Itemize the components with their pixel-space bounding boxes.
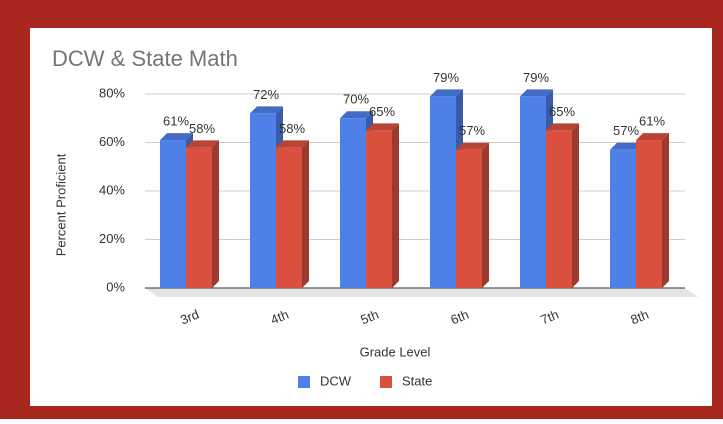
bar-top [340, 111, 373, 119]
bar [610, 149, 636, 288]
bar [430, 96, 456, 288]
bar-side [302, 140, 309, 288]
bar-top [160, 133, 193, 141]
y-tick-label: 80% [99, 85, 125, 100]
legend-label: State [402, 373, 432, 388]
x-axis-label: Grade Level [360, 344, 431, 359]
floor [145, 288, 698, 297]
bar [366, 130, 392, 288]
bar [546, 130, 572, 288]
bar-top [456, 142, 489, 150]
value-label: 70% [343, 92, 369, 107]
x-tick-label: 8th [628, 307, 650, 328]
bar [160, 140, 186, 288]
value-label: 65% [549, 104, 575, 119]
value-label: 61% [163, 114, 189, 129]
legend-label: DCW [320, 373, 352, 388]
bar-top [250, 106, 283, 114]
x-tick-label: 3rd [178, 307, 201, 328]
value-label: 57% [459, 123, 485, 138]
bar-top [520, 89, 553, 97]
y-axis-label: Percent Proficient [53, 153, 68, 256]
bar-side [392, 123, 399, 288]
bar [520, 96, 546, 288]
bar [636, 140, 662, 288]
bar-top [276, 140, 309, 148]
bar-side [482, 142, 489, 288]
bar-top [546, 123, 579, 131]
bar-side [212, 140, 219, 288]
bar-top [186, 140, 219, 148]
value-label: 61% [639, 114, 665, 129]
y-tick-label: 40% [99, 182, 125, 197]
legend-swatch [298, 376, 310, 388]
y-tick-label: 20% [99, 231, 125, 246]
value-label: 58% [189, 121, 215, 136]
y-tick-label: 60% [99, 134, 125, 149]
legend-swatch [380, 376, 392, 388]
x-tick-label: 7th [538, 307, 560, 328]
bar-top [366, 123, 399, 131]
value-label: 79% [433, 70, 459, 85]
bar-top [430, 89, 463, 97]
bar [456, 149, 482, 288]
value-label: 65% [369, 104, 395, 119]
chart-title: DCW & State Math [52, 46, 238, 71]
y-tick-label: 0% [106, 279, 125, 294]
bar [340, 118, 366, 288]
bar [276, 147, 302, 288]
bar [250, 113, 276, 289]
x-tick-label: 4th [268, 307, 290, 328]
bar [186, 147, 212, 288]
value-label: 79% [523, 70, 549, 85]
bar-side [662, 133, 669, 288]
value-label: 57% [613, 123, 639, 138]
value-label: 72% [253, 87, 279, 102]
bar-side [572, 123, 579, 288]
bar-top [610, 142, 643, 150]
x-tick-label: 5th [358, 307, 380, 328]
x-tick-label: 6th [448, 307, 470, 328]
value-label: 58% [279, 121, 305, 136]
bar-top [636, 133, 669, 141]
